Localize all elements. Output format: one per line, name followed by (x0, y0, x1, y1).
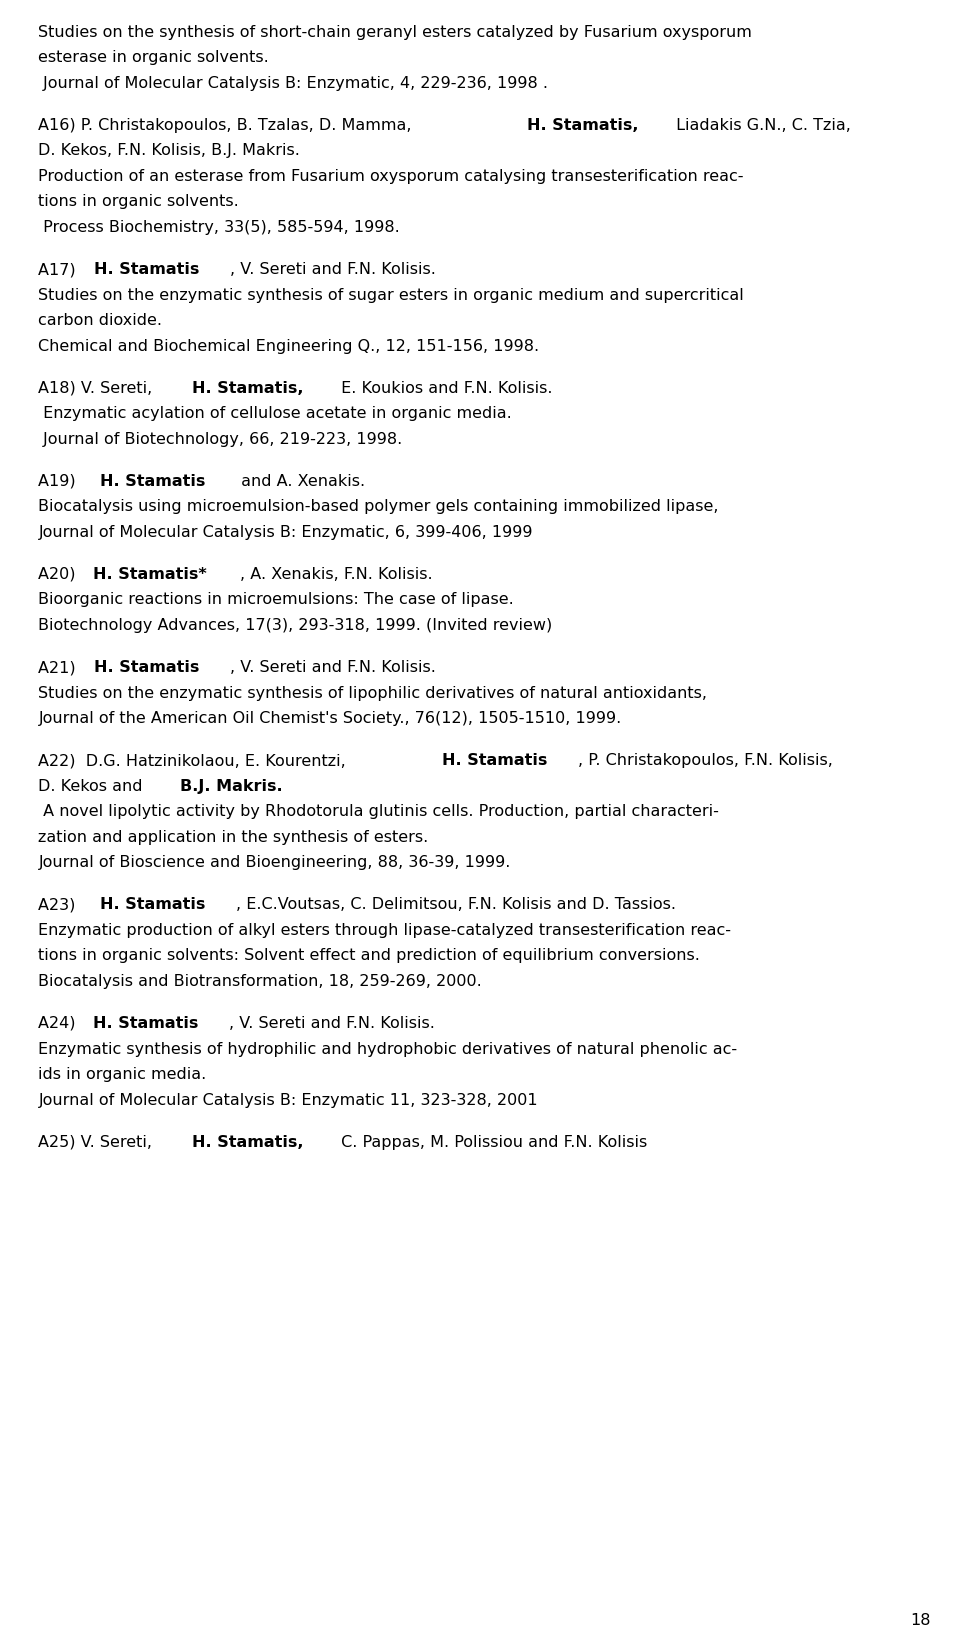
Text: 18: 18 (911, 1613, 931, 1628)
Text: D. Kekos, F.N. Kolisis, B.J. Makris.: D. Kekos, F.N. Kolisis, B.J. Makris. (38, 143, 300, 158)
Text: E. Koukios and F.N. Kolisis.: E. Koukios and F.N. Kolisis. (336, 381, 553, 396)
Text: Biocatalysis using microemulsion-based polymer gels containing immobilized lipas: Biocatalysis using microemulsion-based p… (38, 499, 719, 514)
Text: Journal of Molecular Catalysis B: Enzymatic 11, 323-328, 2001: Journal of Molecular Catalysis B: Enzyma… (38, 1093, 538, 1107)
Text: , P. Christakopoulos, F.N. Kolisis,: , P. Christakopoulos, F.N. Kolisis, (578, 753, 833, 768)
Text: zation and application in the synthesis of esters.: zation and application in the synthesis … (38, 829, 429, 845)
Text: carbon dioxide.: carbon dioxide. (38, 313, 162, 328)
Text: A23): A23) (38, 897, 86, 913)
Text: Journal of the American Oil Chemist's Society., 76(12), 1505-1510, 1999.: Journal of the American Oil Chemist's So… (38, 710, 622, 727)
Text: H. Stamatis,: H. Stamatis, (192, 1134, 303, 1150)
Text: A22)  D.G. Hatzinikolaou, E. Kourentzi,: A22) D.G. Hatzinikolaou, E. Kourentzi, (38, 753, 351, 768)
Text: H. Stamatis: H. Stamatis (100, 897, 205, 913)
Text: A21): A21) (38, 659, 82, 676)
Text: Biocatalysis and Biotransformation, 18, 259-269, 2000.: Biocatalysis and Biotransformation, 18, … (38, 974, 482, 989)
Text: A24): A24) (38, 1015, 81, 1032)
Text: and A. Xenakis.: and A. Xenakis. (236, 473, 365, 489)
Text: Journal of Biotechnology, 66, 219-223, 1998.: Journal of Biotechnology, 66, 219-223, 1… (38, 432, 402, 447)
Text: Journal of Molecular Catalysis B: Enzymatic, 4, 229-236, 1998 .: Journal of Molecular Catalysis B: Enzyma… (38, 76, 548, 91)
Text: C. Pappas, M. Polissiou and F.N. Kolisis: C. Pappas, M. Polissiou and F.N. Kolisis (336, 1134, 647, 1150)
Text: A novel lipolytic activity by Rhodotorula glutinis cells. Production, partial ch: A novel lipolytic activity by Rhodotorul… (38, 804, 719, 819)
Text: B.J. Makris.: B.J. Makris. (180, 778, 282, 794)
Text: Studies on the enzymatic synthesis of sugar esters in organic medium and supercr: Studies on the enzymatic synthesis of su… (38, 287, 744, 303)
Text: H. Stamatis: H. Stamatis (93, 659, 199, 676)
Text: Enzymatic acylation of cellulose acetate in organic media.: Enzymatic acylation of cellulose acetate… (38, 405, 512, 422)
Text: Studies on the synthesis of short-chain geranyl esters catalyzed by Fusarium oxy: Studies on the synthesis of short-chain … (38, 25, 753, 40)
Text: Process Biochemistry, 33(5), 585-594, 1998.: Process Biochemistry, 33(5), 585-594, 19… (38, 219, 400, 236)
Text: H. Stamatis: H. Stamatis (93, 262, 199, 277)
Text: H. Stamatis: H. Stamatis (100, 473, 205, 489)
Text: A16) P. Christakopoulos, B. Tzalas, D. Mamma,: A16) P. Christakopoulos, B. Tzalas, D. M… (38, 119, 417, 133)
Text: , V. Sereti and F.N. Kolisis.: , V. Sereti and F.N. Kolisis. (229, 659, 436, 676)
Text: H. Stamatis*: H. Stamatis* (93, 567, 207, 582)
Text: H. Stamatis,: H. Stamatis, (192, 381, 304, 396)
Text: , V. Sereti and F.N. Kolisis.: , V. Sereti and F.N. Kolisis. (229, 1015, 435, 1032)
Text: A20): A20) (38, 567, 81, 582)
Text: Production of an esterase from Fusarium oxysporum catalysing transesterification: Production of an esterase from Fusarium … (38, 168, 744, 185)
Text: Journal of Bioscience and Bioengineering, 88, 36-39, 1999.: Journal of Bioscience and Bioengineering… (38, 855, 511, 870)
Text: Enzymatic production of alkyl esters through lipase-catalyzed transesterificatio: Enzymatic production of alkyl esters thr… (38, 923, 732, 938)
Text: , E.C.Voutsas, C. Delimitsou, F.N. Kolisis and D. Tassios.: , E.C.Voutsas, C. Delimitsou, F.N. Kolis… (236, 897, 676, 913)
Text: tions in organic solvents.: tions in organic solvents. (38, 194, 239, 209)
Text: ids in organic media.: ids in organic media. (38, 1066, 206, 1083)
Text: A17): A17) (38, 262, 82, 277)
Text: tions in organic solvents: Solvent effect and prediction of equilibrium conversi: tions in organic solvents: Solvent effec… (38, 948, 700, 964)
Text: Enzymatic synthesis of hydrophilic and hydrophobic derivatives of natural phenol: Enzymatic synthesis of hydrophilic and h… (38, 1042, 737, 1056)
Text: Studies on the enzymatic synthesis of lipophilic derivatives of natural antioxid: Studies on the enzymatic synthesis of li… (38, 686, 708, 700)
Text: , V. Sereti and F.N. Kolisis.: , V. Sereti and F.N. Kolisis. (229, 262, 436, 277)
Text: esterase in organic solvents.: esterase in organic solvents. (38, 49, 269, 66)
Text: D. Kekos and: D. Kekos and (38, 778, 148, 794)
Text: H. Stamatis: H. Stamatis (443, 753, 547, 768)
Text: A25) V. Sereti,: A25) V. Sereti, (38, 1134, 157, 1150)
Text: Biotechnology Advances, 17(3), 293-318, 1999. (Invited review): Biotechnology Advances, 17(3), 293-318, … (38, 618, 553, 633)
Text: H. Stamatis: H. Stamatis (93, 1015, 199, 1032)
Text: Liadakis G.N., C. Tzia,: Liadakis G.N., C. Tzia, (671, 119, 851, 133)
Text: A19): A19) (38, 473, 86, 489)
Text: Journal of Molecular Catalysis B: Enzymatic, 6, 399-406, 1999: Journal of Molecular Catalysis B: Enzyma… (38, 524, 533, 541)
Text: A18) V. Sereti,: A18) V. Sereti, (38, 381, 157, 396)
Text: H. Stamatis,: H. Stamatis, (527, 119, 638, 133)
Text: Chemical and Biochemical Engineering Q., 12, 151-156, 1998.: Chemical and Biochemical Engineering Q.,… (38, 338, 540, 354)
Text: Bioorganic reactions in microemulsions: The case of lipase.: Bioorganic reactions in microemulsions: … (38, 592, 515, 608)
Text: , A. Xenakis, F.N. Kolisis.: , A. Xenakis, F.N. Kolisis. (240, 567, 433, 582)
